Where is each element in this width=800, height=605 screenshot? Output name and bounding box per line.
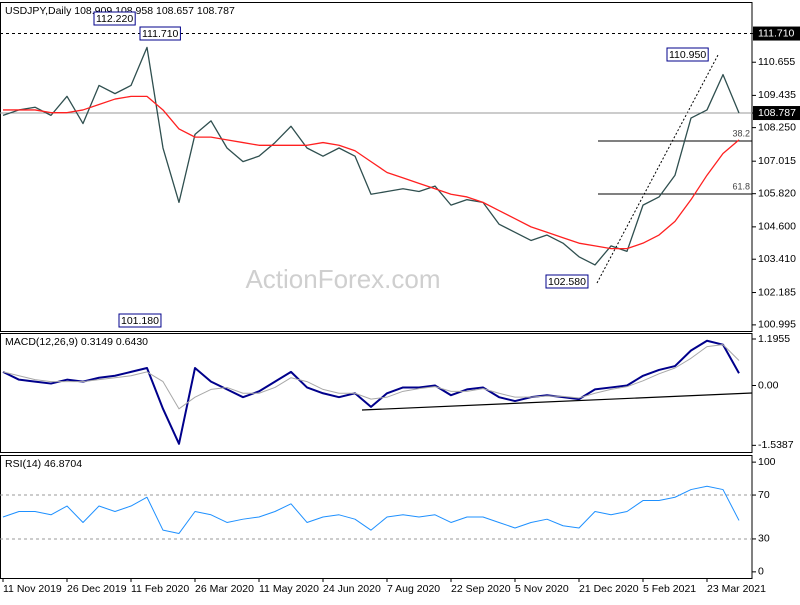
annotation: 111.710: [142, 28, 179, 40]
y-tick-label: 1.1955: [758, 333, 790, 345]
annotation: 110.950: [669, 49, 706, 61]
y-tick-label: 110.655: [758, 56, 795, 68]
annotation-box: [118, 313, 162, 328]
y-tick-label: 103.410: [758, 253, 796, 265]
y-tick-label: 108.787: [758, 107, 796, 119]
series-line: [2, 46, 740, 266]
x-tick-label: 7 Aug 2020: [387, 583, 440, 595]
y-tick-label: 111.710: [758, 27, 795, 39]
x-tick-label: 11 May 2020: [259, 583, 319, 595]
y-tick-label: 30: [758, 533, 770, 545]
y-tick-label: 70: [758, 489, 770, 501]
panel-title: USDJPY,Daily 108.909 108.958 108.657 108…: [5, 5, 235, 17]
y-tick-label: 0.00: [758, 379, 779, 391]
y-tick-label: 100.995: [758, 319, 796, 331]
y-tick-label: 107.015: [758, 155, 796, 167]
annotation: 101.180: [121, 315, 159, 327]
y-tick-label: 108.250: [758, 121, 796, 133]
annotation-box: [545, 274, 589, 289]
fib-label: 38.2: [732, 128, 750, 138]
x-tick-label: 21 Dec 2020: [579, 583, 639, 595]
x-tick-label: 5 Nov 2020: [515, 583, 569, 595]
annotation: 112.220: [96, 13, 133, 25]
y-tick-label: 100: [758, 456, 776, 468]
x-tick-label: 26 Mar 2020: [195, 583, 254, 595]
panel-border: [0, 455, 753, 579]
watermark: ActionForex.com: [245, 264, 440, 294]
y-tick-label: 109.435: [758, 89, 796, 101]
price-tag: [753, 106, 800, 121]
series-line: [2, 339, 740, 445]
trend-line: [596, 54, 719, 284]
annotation-box: [139, 26, 181, 41]
panel-title: MACD(12,26,9) 0.3149 0.6430: [5, 336, 148, 348]
panel-border: [0, 2, 753, 332]
annotation: 102.580: [548, 276, 586, 288]
macd-trend-line: [361, 392, 753, 411]
y-tick-label: 0: [758, 566, 764, 578]
panel-border: [0, 333, 753, 453]
fib-label: 61.8: [732, 181, 750, 191]
x-tick-label: 11 Feb 2020: [131, 583, 189, 595]
y-tick-label: 105.820: [758, 187, 796, 199]
annotation-box: [666, 47, 709, 62]
y-tick-label: -1.5387: [758, 439, 794, 451]
panel-title: RSI(14) 46.8704: [5, 458, 82, 470]
y-tick-label: 104.600: [758, 221, 796, 233]
x-tick-label: 22 Sep 2020: [451, 583, 511, 595]
x-tick-label: 26 Dec 2019: [67, 583, 127, 595]
series-line: [2, 485, 740, 534]
series-line: [3, 95, 740, 250]
x-tick-label: 11 Nov 2019: [3, 583, 62, 595]
y-tick-label: 102.185: [758, 286, 796, 298]
x-tick-label: 23 Mar 2021: [707, 583, 766, 595]
x-tick-label: 5 Feb 2021: [643, 583, 696, 595]
annotation-box: [93, 11, 136, 26]
series-line: [2, 344, 740, 410]
price-tag: [753, 26, 800, 41]
x-tick-label: 24 Jun 2020: [323, 583, 381, 595]
